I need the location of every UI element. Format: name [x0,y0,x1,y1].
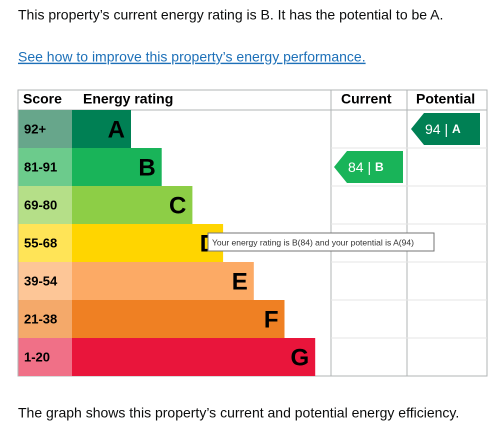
score-label: 1-20 [24,349,50,364]
score-cell [18,300,72,338]
potential-letter: A [452,122,461,136]
score-cell [18,110,72,148]
score-cell [18,262,72,300]
potential-arrow [411,113,480,145]
rating-bar [72,262,254,300]
rating-bar [72,224,224,262]
rating-bar [72,186,193,224]
tooltip: Your energy rating is B(84) and your pot… [212,237,414,247]
score-label: 92+ [24,121,46,136]
current-label: 84 | B [348,159,384,175]
score-label: 39-54 [24,273,58,288]
score-cell [18,148,72,186]
rating-bar [72,300,285,338]
header-current: Current [341,91,392,107]
header-score: Score [23,91,62,107]
separator: | [441,121,452,137]
score-cell [18,338,72,376]
rating-letter: A [108,116,125,143]
score-label: 81-91 [24,159,57,174]
header-rating: Energy rating [83,91,173,107]
rating-bar [72,338,316,376]
header-potential: Potential [416,91,475,107]
rating-letter: C [169,192,186,219]
potential-value: 94 [425,121,441,137]
score-label: 55-68 [24,235,57,250]
rating-bar [72,148,162,186]
tooltip-box [207,232,435,252]
score-label: 69-80 [24,197,57,212]
potential-label: 94 | A [425,121,461,137]
current-value: 84 [348,159,364,175]
current-letter: B [375,160,384,174]
intro: This property’s current energy rating is… [18,7,443,23]
score-label: 21-38 [24,311,57,326]
rating-letter: B [138,154,155,181]
rating-letter: E [232,268,248,295]
separator: | [364,159,375,175]
rating-letter: G [291,344,310,371]
score-cell [18,186,72,224]
current-arrow [334,151,403,183]
footer: The graph shows this property’s current … [18,405,459,421]
rating-letter: F [264,306,279,333]
improve-link[interactable]: See how to improve this property’s energ… [18,49,366,65]
score-cell [18,224,72,262]
rating-bar [72,110,131,148]
